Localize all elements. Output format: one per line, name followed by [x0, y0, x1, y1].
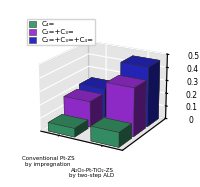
Legend: C₄=, C₂=+C₃=, C₂=+C₃=+C₄=: C₄=, C₂=+C₃=, C₂=+C₃=+C₄=: [27, 19, 95, 45]
